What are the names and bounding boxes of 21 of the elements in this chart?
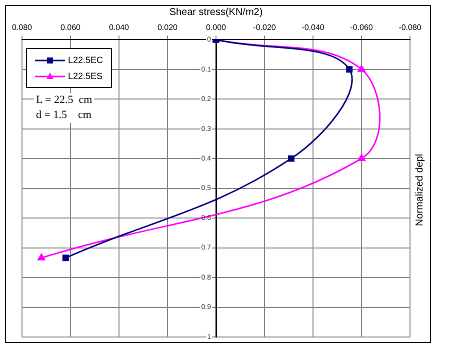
point bbox=[288, 155, 294, 162]
x-tick-label: -0.020 bbox=[253, 23, 276, 32]
point bbox=[358, 154, 366, 162]
point bbox=[346, 66, 353, 73]
point bbox=[38, 254, 46, 260]
x-tick-label: 0.060 bbox=[60, 23, 82, 32]
annotation: L = 22.5 cm bbox=[36, 93, 92, 108]
point bbox=[62, 254, 69, 262]
annotation: d = 1.5 cm bbox=[36, 108, 92, 123]
x-axis-title: Shear stress(KN/m2) bbox=[169, 6, 263, 18]
x-tick-label: 0.040 bbox=[108, 23, 130, 32]
legend-label: L22.5EC bbox=[68, 55, 104, 65]
y-axis-title: Normalized depl bbox=[414, 154, 426, 226]
point bbox=[358, 65, 366, 72]
legend-label: L22.5ES bbox=[68, 71, 103, 81]
x-tick-label: 0.020 bbox=[157, 23, 178, 32]
x-tick-label: -0.080 bbox=[398, 23, 422, 32]
x-tick-label: -0.060 bbox=[350, 23, 374, 32]
x-tick-label: 0.000 bbox=[206, 23, 227, 32]
x-tick-label: 0.080 bbox=[12, 23, 33, 32]
x-tick-label: -0.040 bbox=[302, 23, 325, 32]
